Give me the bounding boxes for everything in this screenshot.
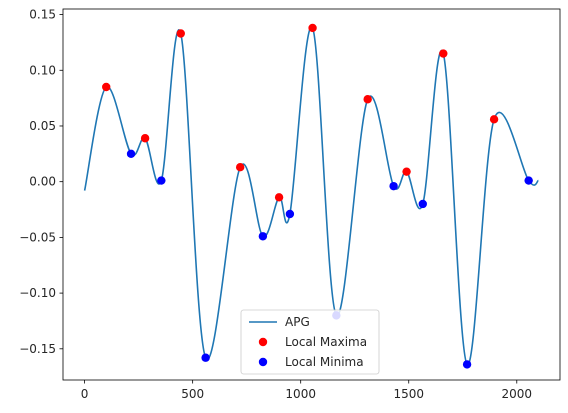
local-minima-point	[201, 353, 210, 362]
y-tick-label: −0.10	[19, 286, 56, 300]
local-maxima-point	[363, 95, 372, 104]
x-tick-label: 500	[181, 387, 204, 401]
local-maxima-point	[402, 167, 411, 176]
x-tick-label: 1500	[393, 387, 424, 401]
local-minima-point	[157, 176, 166, 185]
x-tick-label: 1000	[285, 387, 316, 401]
local-minima-point	[462, 360, 472, 369]
y-tick-label: −0.15	[19, 342, 56, 356]
x-tick-label: 0	[81, 387, 89, 401]
plot-frame	[62, 8, 561, 381]
local-minima-point	[524, 176, 533, 185]
local-maxima-point	[439, 49, 448, 58]
legend-label-local-maxima: Local Maxima	[285, 335, 367, 349]
legend: APG Local Maxima Local Minima	[240, 309, 380, 375]
axis-layer: 0 500 1000 1500 2000 0.15 0.10 0.05 0.00 −0.05 −0.…	[19, 8, 532, 401]
local-minima-point	[285, 209, 295, 219]
legend-label-apg: APG	[285, 315, 310, 329]
local-maxima-point	[140, 134, 150, 143]
local-minima-point	[389, 181, 398, 191]
y-tick-label: 0.05	[29, 119, 56, 133]
legend-label-local-minima: Local Minima	[285, 355, 364, 369]
local-maxima-point	[489, 115, 499, 124]
y-tick-label: 0.15	[29, 8, 56, 22]
local-minima-point	[258, 232, 268, 241]
local-maxima-point	[235, 163, 245, 172]
local-maxima-point	[102, 82, 111, 92]
local-maxima-point	[308, 23, 317, 33]
local-minima-point	[418, 199, 427, 209]
series-layer	[83, 23, 539, 369]
legend-swatch-local-minima	[258, 357, 268, 367]
legend-swatch-local-maxima	[258, 337, 268, 347]
x-tick-label: 2000	[502, 387, 533, 401]
y-tick-label: 0.00	[29, 175, 56, 189]
legend-box	[240, 309, 380, 375]
local-maxima-point	[274, 193, 284, 202]
local-maxima-point	[176, 29, 185, 38]
local-minima-point	[126, 149, 136, 159]
y-tick-label: 0.10	[29, 63, 56, 77]
y-tick-label: −0.05	[19, 230, 56, 244]
